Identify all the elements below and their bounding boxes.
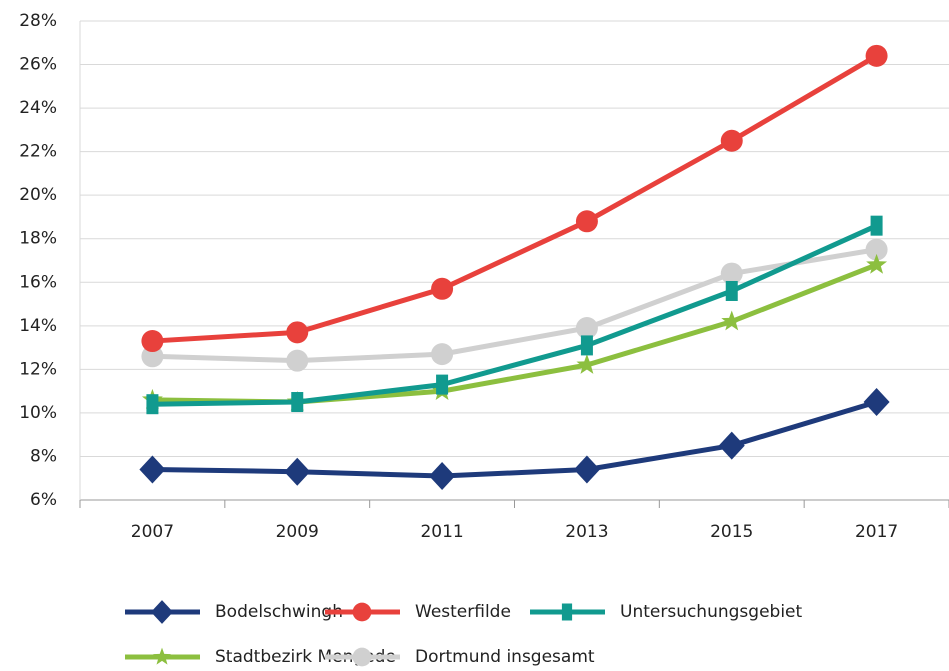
marker	[139, 455, 166, 484]
y-tick-label: 10%	[19, 403, 57, 423]
x-tick-label: 2011	[420, 522, 463, 542]
marker	[150, 600, 174, 624]
marker	[141, 345, 164, 368]
marker	[865, 44, 888, 67]
y-tick-label: 8%	[30, 446, 57, 466]
x-tick-label: 2015	[710, 522, 753, 542]
marker	[721, 310, 743, 331]
marker	[580, 335, 593, 356]
y-tick-label: 18%	[19, 229, 57, 249]
y-tick-label: 6%	[30, 490, 57, 510]
y-tick-label: 14%	[19, 316, 57, 336]
marker	[284, 457, 311, 486]
marker	[352, 602, 372, 622]
marker	[576, 354, 598, 374]
marker	[865, 238, 888, 261]
x-tick-label: 2007	[131, 522, 174, 542]
series-line	[152, 399, 878, 479]
marker	[431, 343, 454, 366]
legend-label: Westerfilde	[415, 602, 511, 622]
x-tick-label: 2017	[855, 522, 898, 542]
marker	[286, 321, 309, 344]
y-tick-label: 26%	[19, 55, 57, 75]
marker	[141, 330, 164, 353]
marker	[718, 431, 745, 460]
marker	[146, 394, 159, 415]
marker	[720, 262, 743, 285]
marker	[291, 392, 304, 413]
series-line	[152, 53, 878, 344]
marker	[436, 374, 449, 395]
series-line	[152, 247, 877, 364]
y-tick-label: 16%	[19, 272, 57, 292]
legend-label: Bodelschwingh	[215, 602, 343, 622]
marker	[870, 215, 883, 236]
marker	[866, 253, 888, 274]
series-line	[152, 223, 878, 407]
marker	[352, 647, 372, 667]
marker	[431, 277, 454, 300]
marker	[286, 349, 309, 372]
marker	[575, 316, 598, 339]
x-tick-label: 2009	[276, 522, 319, 542]
y-tick-label: 20%	[19, 185, 57, 205]
marker	[720, 129, 743, 152]
y-tick-label: 24%	[19, 98, 57, 118]
legend-label: Stadtbezirk Mengede	[215, 647, 396, 667]
x-tick-label: 2013	[565, 522, 608, 542]
legend-label: Untersuchungsgebiet	[620, 602, 803, 622]
marker	[573, 455, 600, 484]
marker	[561, 603, 573, 621]
marker	[725, 280, 738, 301]
legend-label: Dortmund insgesamt	[415, 647, 595, 667]
marker	[153, 647, 171, 665]
y-tick-label: 28%	[19, 11, 57, 31]
marker	[863, 388, 890, 417]
y-tick-label: 22%	[19, 142, 57, 162]
marker	[429, 462, 456, 491]
marker	[575, 210, 598, 233]
y-tick-label: 12%	[19, 359, 57, 379]
